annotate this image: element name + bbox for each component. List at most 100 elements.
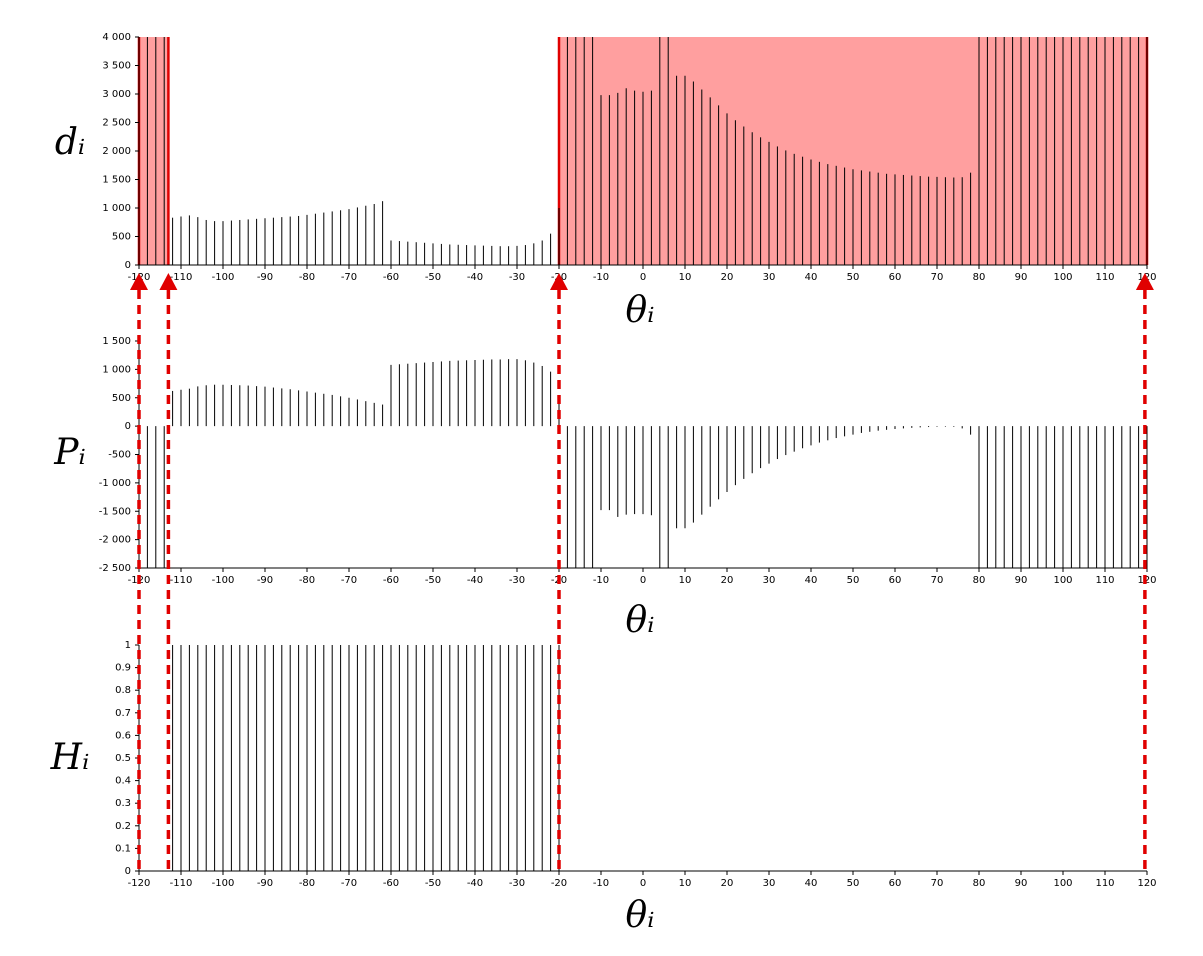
x-tick-label: 100	[1053, 575, 1072, 586]
x-tick-label: -30	[509, 272, 525, 283]
x-tick-label: -90	[257, 878, 273, 889]
y-tick-label: 0.4	[115, 776, 131, 787]
x-tick-label: -80	[299, 575, 315, 586]
x-tick-label: -90	[257, 575, 273, 586]
x-tick-label: 60	[889, 878, 902, 889]
y-tick-label: 0.6	[115, 730, 131, 741]
x-tick-label: -10	[593, 272, 609, 283]
x-tick-label: 10	[679, 272, 692, 283]
y-tick-label: 0.7	[115, 708, 131, 719]
x-tick-label: 50	[847, 272, 860, 283]
y-tick-label: 2 000	[102, 146, 131, 157]
x-tick-label: 10	[679, 878, 692, 889]
y-tick-label: 2 500	[102, 118, 131, 129]
y-axis-label: Hᵢ	[50, 737, 90, 778]
y-tick-label: 0	[125, 260, 131, 271]
y-tick-label: 500	[112, 232, 131, 243]
x-tick-label: 40	[805, 272, 818, 283]
x-tick-label: 50	[847, 878, 860, 889]
y-tick-label: 0.2	[115, 821, 131, 832]
plot-area	[137, 37, 1149, 265]
y-tick-label: 3 000	[102, 89, 131, 100]
x-tick-label: -110	[170, 575, 193, 586]
x-tick-label: 90	[1015, 575, 1028, 586]
y-axis-label: dᵢ	[55, 122, 85, 163]
y-tick-label: 0	[125, 421, 131, 432]
y-tick-label: 0.5	[115, 753, 131, 764]
y-tick-label: 1 000	[102, 203, 131, 214]
x-tick-label: 90	[1015, 878, 1028, 889]
x-tick-label: -40	[467, 575, 483, 586]
y-tick-label: 0.1	[115, 843, 131, 854]
x-tick-label: 40	[805, 878, 818, 889]
x-tick-label: -30	[509, 575, 525, 586]
x-tick-label: -40	[467, 272, 483, 283]
y-tick-label: 3 500	[102, 61, 131, 72]
y-tick-label: 500	[112, 393, 131, 404]
x-tick-label: -60	[383, 878, 399, 889]
x-tick-label: -80	[299, 272, 315, 283]
x-tick-label: -110	[170, 878, 193, 889]
x-tick-label: -100	[212, 878, 235, 889]
x-tick-label: 80	[973, 575, 986, 586]
x-tick-label: 0	[640, 272, 646, 283]
x-tick-label: 20	[721, 878, 734, 889]
x-tick-label: 100	[1053, 272, 1072, 283]
x-tick-label: 30	[763, 878, 776, 889]
x-tick-label: -90	[257, 272, 273, 283]
x-tick-label: 70	[931, 272, 944, 283]
marker-arrow	[1135, 273, 1154, 290]
y-tick-label: -2 500	[99, 563, 131, 574]
marker-arrow	[130, 273, 148, 290]
y-tick-label: 0	[125, 866, 131, 877]
x-axis-label: θᵢ	[626, 290, 655, 331]
x-tick-label: -50	[425, 878, 441, 889]
x-tick-label: 20	[721, 272, 734, 283]
y-tick-label: -1 500	[99, 506, 131, 517]
plot-area	[172, 645, 560, 871]
x-tick-label: 0	[640, 575, 646, 586]
x-tick-label: -20	[551, 878, 567, 889]
x-tick-label: 0	[640, 878, 646, 889]
x-tick-label: 70	[931, 575, 944, 586]
plot-area	[138, 359, 1148, 568]
x-tick-label: 30	[763, 575, 776, 586]
x-tick-label: -60	[383, 575, 399, 586]
x-tick-label: -80	[299, 878, 315, 889]
x-tick-label: 80	[973, 878, 986, 889]
y-tick-label: -2 000	[99, 535, 131, 546]
y-tick-label: 4 000	[102, 32, 131, 43]
y-tick-label: 0.3	[115, 798, 131, 809]
y-tick-label: 1 000	[102, 364, 131, 375]
x-tick-label: 10	[679, 575, 692, 586]
y-tick-label: 1	[125, 640, 131, 651]
x-tick-label: -30	[509, 878, 525, 889]
x-tick-label: 50	[847, 575, 860, 586]
x-axis-label: θᵢ	[626, 895, 655, 936]
x-tick-label: 90	[1015, 272, 1028, 283]
x-axis-label: θᵢ	[626, 600, 655, 641]
x-tick-label: 70	[931, 878, 944, 889]
x-tick-label: 20	[721, 575, 734, 586]
y-tick-label: 0.8	[115, 685, 131, 696]
marker-arrow	[159, 273, 178, 290]
y-tick-label: 0.9	[115, 663, 131, 674]
x-tick-label: -100	[212, 575, 235, 586]
x-tick-label: -60	[383, 272, 399, 283]
x-tick-label: -40	[467, 878, 483, 889]
x-tick-label: 80	[973, 272, 986, 283]
marker-arrow	[550, 273, 568, 290]
x-tick-label: 60	[889, 272, 902, 283]
x-tick-label: -10	[593, 878, 609, 889]
x-tick-label: -10	[593, 575, 609, 586]
x-tick-label: 120	[1137, 575, 1156, 586]
y-tick-label: -500	[108, 450, 131, 461]
x-tick-label: -50	[425, 575, 441, 586]
x-tick-label: 110	[1095, 272, 1114, 283]
region	[139, 37, 169, 265]
x-tick-label: 110	[1095, 575, 1114, 586]
x-tick-label: 110	[1095, 878, 1114, 889]
x-tick-label: -70	[341, 272, 357, 283]
x-tick-label: -70	[341, 878, 357, 889]
